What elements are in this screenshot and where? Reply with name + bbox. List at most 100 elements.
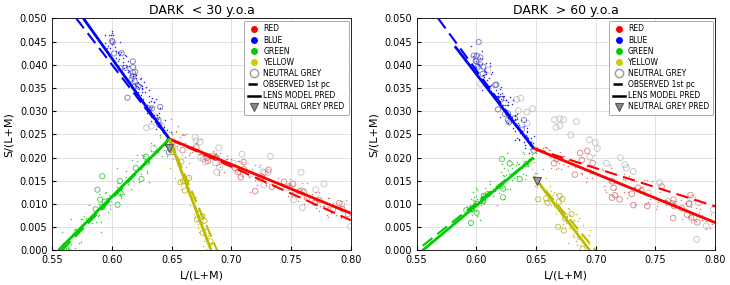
Point xyxy=(610,187,621,192)
Point xyxy=(499,197,510,202)
Point xyxy=(566,219,578,223)
Point xyxy=(149,99,161,104)
Point xyxy=(529,184,541,188)
Point xyxy=(669,204,680,208)
Point xyxy=(131,90,143,95)
Point xyxy=(590,140,602,145)
Point xyxy=(115,192,126,196)
Point xyxy=(561,221,572,226)
Point xyxy=(641,178,653,182)
Point xyxy=(99,32,111,37)
Point xyxy=(205,241,217,246)
Point xyxy=(581,176,593,180)
Point xyxy=(210,156,221,160)
Point xyxy=(706,221,718,226)
Point xyxy=(485,72,496,76)
Point xyxy=(531,171,543,176)
Point xyxy=(656,184,667,189)
Point xyxy=(198,239,210,243)
Point xyxy=(465,221,477,225)
Point xyxy=(126,78,138,82)
Point xyxy=(204,233,216,237)
Point xyxy=(233,166,245,170)
Point xyxy=(147,146,159,151)
Point xyxy=(118,60,129,64)
Point xyxy=(313,209,325,213)
Point xyxy=(700,227,712,231)
Point xyxy=(476,197,488,202)
Point xyxy=(574,163,585,168)
Point xyxy=(470,65,482,70)
Point xyxy=(474,61,485,66)
Point xyxy=(199,231,211,236)
Point xyxy=(112,191,123,196)
Point xyxy=(559,216,571,221)
Point xyxy=(116,51,128,56)
Point xyxy=(161,154,172,158)
Point xyxy=(639,177,650,182)
Point xyxy=(544,148,556,152)
Point xyxy=(485,91,497,95)
Point xyxy=(88,213,100,217)
Point xyxy=(497,173,509,177)
Point xyxy=(127,73,139,78)
Point xyxy=(631,179,642,184)
Point xyxy=(144,105,155,109)
Point xyxy=(464,205,475,209)
Point xyxy=(99,190,111,195)
Point xyxy=(150,96,161,101)
Point xyxy=(538,199,550,203)
Point xyxy=(129,81,141,85)
Point xyxy=(519,176,531,181)
Point xyxy=(472,62,483,66)
Point xyxy=(470,194,482,198)
Point xyxy=(502,121,513,125)
Point xyxy=(327,201,339,205)
Point xyxy=(576,172,588,177)
Point xyxy=(158,130,170,135)
Point xyxy=(118,192,129,196)
Point xyxy=(147,115,159,120)
Point xyxy=(502,100,513,104)
Point xyxy=(145,140,157,145)
Point xyxy=(475,201,487,205)
Point xyxy=(550,167,562,172)
Point xyxy=(102,44,114,48)
Point xyxy=(74,241,85,246)
Point xyxy=(122,68,134,72)
Point xyxy=(604,166,616,171)
Point xyxy=(137,84,148,88)
Point xyxy=(519,142,531,147)
Point xyxy=(506,102,518,107)
Point xyxy=(323,215,334,219)
Point xyxy=(233,158,245,163)
Point xyxy=(691,218,702,223)
Point xyxy=(323,196,335,200)
Point xyxy=(517,150,529,154)
Point xyxy=(80,216,92,221)
Point xyxy=(499,166,510,170)
Point xyxy=(642,191,654,195)
Point xyxy=(86,221,98,226)
Point xyxy=(298,190,310,194)
Point xyxy=(283,183,295,187)
Point xyxy=(525,142,537,147)
Point xyxy=(471,53,483,58)
Point xyxy=(115,184,126,188)
Point xyxy=(188,212,200,216)
Point xyxy=(166,130,177,134)
Point xyxy=(563,241,575,245)
Point xyxy=(112,203,123,207)
Point xyxy=(466,212,477,217)
Point xyxy=(124,71,136,76)
Point xyxy=(176,180,188,185)
Point xyxy=(204,241,215,246)
Point xyxy=(206,250,218,255)
Point xyxy=(152,117,164,122)
Point xyxy=(583,241,594,246)
Point xyxy=(115,191,126,195)
Point xyxy=(88,213,100,217)
Point xyxy=(321,205,333,210)
Point xyxy=(496,103,507,108)
Point xyxy=(321,213,333,217)
